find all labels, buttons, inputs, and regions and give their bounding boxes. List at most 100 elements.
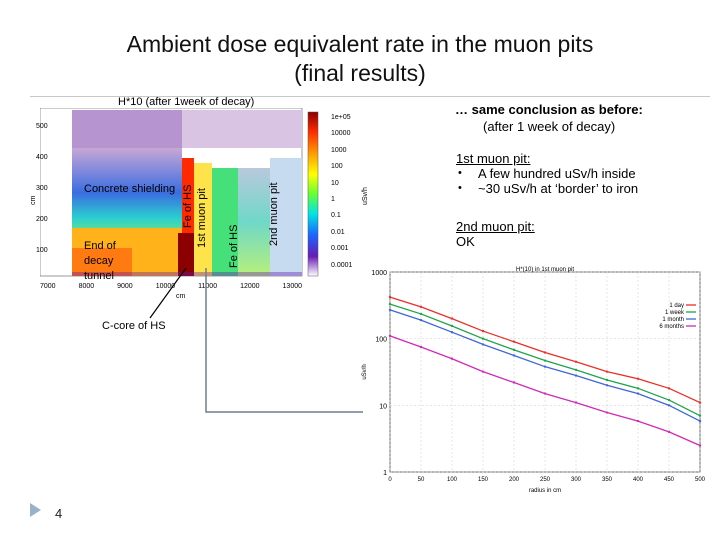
ccore-pointer-line bbox=[149, 267, 187, 319]
page-marker-icon bbox=[30, 503, 41, 517]
data-point bbox=[481, 343, 485, 346]
data-point bbox=[636, 392, 640, 395]
data-point bbox=[636, 419, 640, 423]
pit2-notes: 2nd muon pit: OK bbox=[456, 219, 535, 249]
legend-label: 1 day bbox=[669, 303, 684, 309]
y-tick-label: 10 bbox=[379, 403, 387, 410]
data-point bbox=[698, 444, 702, 447]
ccore-label: C-core of HS bbox=[102, 320, 166, 332]
colorbar-tick: 10 bbox=[331, 179, 339, 187]
y-tick: 400 bbox=[36, 154, 48, 161]
data-point bbox=[388, 334, 392, 338]
data-point bbox=[543, 359, 547, 362]
heatmap-x-label: cm bbox=[176, 293, 186, 300]
data-point bbox=[698, 401, 702, 404]
x-tick: 8000 bbox=[78, 283, 95, 290]
data-point bbox=[543, 365, 547, 368]
page-number: 4 bbox=[55, 506, 63, 521]
data-point bbox=[481, 337, 485, 340]
slide-title-line1: Ambient dose equivalent rate in the muon… bbox=[126, 31, 594, 57]
legend-label: 1 week bbox=[665, 310, 685, 316]
data-point bbox=[419, 305, 423, 309]
data-point bbox=[512, 354, 516, 357]
pit2-text: OK bbox=[456, 234, 475, 249]
summary-block: … same conclusion as before: (after 1 we… bbox=[455, 101, 643, 135]
colorbar-tick: 10000 bbox=[331, 130, 351, 138]
x-tick-label: 200 bbox=[509, 477, 520, 483]
data-point bbox=[419, 318, 423, 322]
x-tick: 11000 bbox=[198, 283, 218, 290]
data-point bbox=[481, 370, 485, 373]
heatmap-x-ticks: 7000 8000 9000 10000 11000 12000 13000 bbox=[40, 283, 302, 290]
data-point bbox=[667, 387, 671, 390]
data-point bbox=[605, 370, 609, 373]
data-point bbox=[419, 345, 423, 349]
data-point bbox=[388, 295, 392, 299]
x-tick: 9000 bbox=[117, 283, 133, 290]
y-tick: 100 bbox=[36, 247, 48, 254]
summary-line1: … same conclusion as before: bbox=[455, 102, 643, 117]
x-tick: 12000 bbox=[240, 283, 260, 290]
colorbar-tick: 1 bbox=[331, 196, 335, 204]
colorbar-tick: 1000 bbox=[331, 146, 347, 154]
pit1-item: ~30 uSv/h at ‘border’ to iron bbox=[456, 181, 711, 196]
data-point bbox=[543, 351, 547, 354]
data-point bbox=[636, 377, 640, 381]
data-point bbox=[667, 430, 671, 434]
slide-title: Ambient dose equivalent rate in the muon… bbox=[60, 30, 660, 88]
legend-label: 1 month bbox=[662, 317, 684, 323]
data-point bbox=[574, 368, 578, 372]
y-tick-label: 1000 bbox=[371, 270, 387, 277]
data-point bbox=[698, 414, 702, 417]
x-tick-label: 100 bbox=[447, 477, 458, 483]
data-point bbox=[605, 384, 609, 387]
summary-line2: (after 1 week of decay) bbox=[483, 119, 616, 134]
heatmap-y-ticks: 500 400 300 200 100 bbox=[36, 111, 48, 266]
data-point bbox=[512, 348, 516, 352]
data-point bbox=[574, 360, 578, 363]
x-tick-label: 0 bbox=[388, 477, 392, 483]
dose-rate-line-chart: 1 10 100 1000 0 50 100 150 200 250 300 350 400 450 500… bbox=[362, 267, 706, 494]
dose-heatmap bbox=[40, 108, 319, 277]
pit-connector-line bbox=[205, 268, 363, 413]
colorbar-tick: 1e+05 bbox=[331, 114, 351, 121]
data-point bbox=[388, 302, 392, 306]
y-tick-label: 1 bbox=[383, 470, 387, 477]
concrete-shielding-label: Concrete shielding bbox=[84, 183, 176, 195]
colorbar-tick: 0.0001 bbox=[331, 261, 353, 269]
data-point bbox=[636, 387, 640, 390]
y-tick-label: 100 bbox=[375, 337, 387, 344]
data-point bbox=[667, 404, 671, 407]
data-point bbox=[574, 401, 578, 404]
x-tick-label: 350 bbox=[602, 477, 613, 483]
end-of-decay-tunnel-label: End of decay tunnel bbox=[84, 240, 116, 282]
data-point bbox=[605, 411, 609, 414]
heatmap-title: H*10 (after 1week of decay) bbox=[118, 96, 255, 108]
colorbar-tick: 0.1 bbox=[331, 212, 341, 220]
pit1-item: A few hundred uSv/h inside bbox=[456, 166, 711, 181]
data-point bbox=[667, 398, 671, 402]
data-point bbox=[388, 308, 392, 312]
slide-title-line2: (final results) bbox=[294, 60, 426, 86]
data-point bbox=[450, 324, 454, 328]
chart-title: H*(10) in 1st muon pit bbox=[516, 267, 574, 273]
title-divider bbox=[30, 96, 710, 97]
pit2-heading: 2nd muon pit: bbox=[456, 219, 535, 234]
chart-x-label: radius in cm bbox=[529, 488, 561, 494]
data-point bbox=[419, 312, 423, 316]
data-point bbox=[543, 392, 547, 395]
data-point bbox=[698, 419, 702, 423]
y-tick: 200 bbox=[36, 216, 48, 223]
data-point bbox=[450, 317, 454, 320]
pit1-notes: 1st muon pit: A few hundred uSv/h inside… bbox=[456, 151, 711, 196]
data-point bbox=[574, 374, 578, 377]
x-tick-label: 250 bbox=[540, 477, 551, 483]
data-point bbox=[450, 357, 454, 360]
data-point bbox=[481, 329, 485, 333]
x-tick-label: 450 bbox=[664, 477, 675, 483]
colorbar-tick: 100 bbox=[331, 163, 343, 171]
pit1-heading: 1st muon pit: bbox=[456, 151, 531, 166]
data-point bbox=[512, 381, 516, 384]
colorbar-tick: 0.001 bbox=[331, 245, 349, 253]
